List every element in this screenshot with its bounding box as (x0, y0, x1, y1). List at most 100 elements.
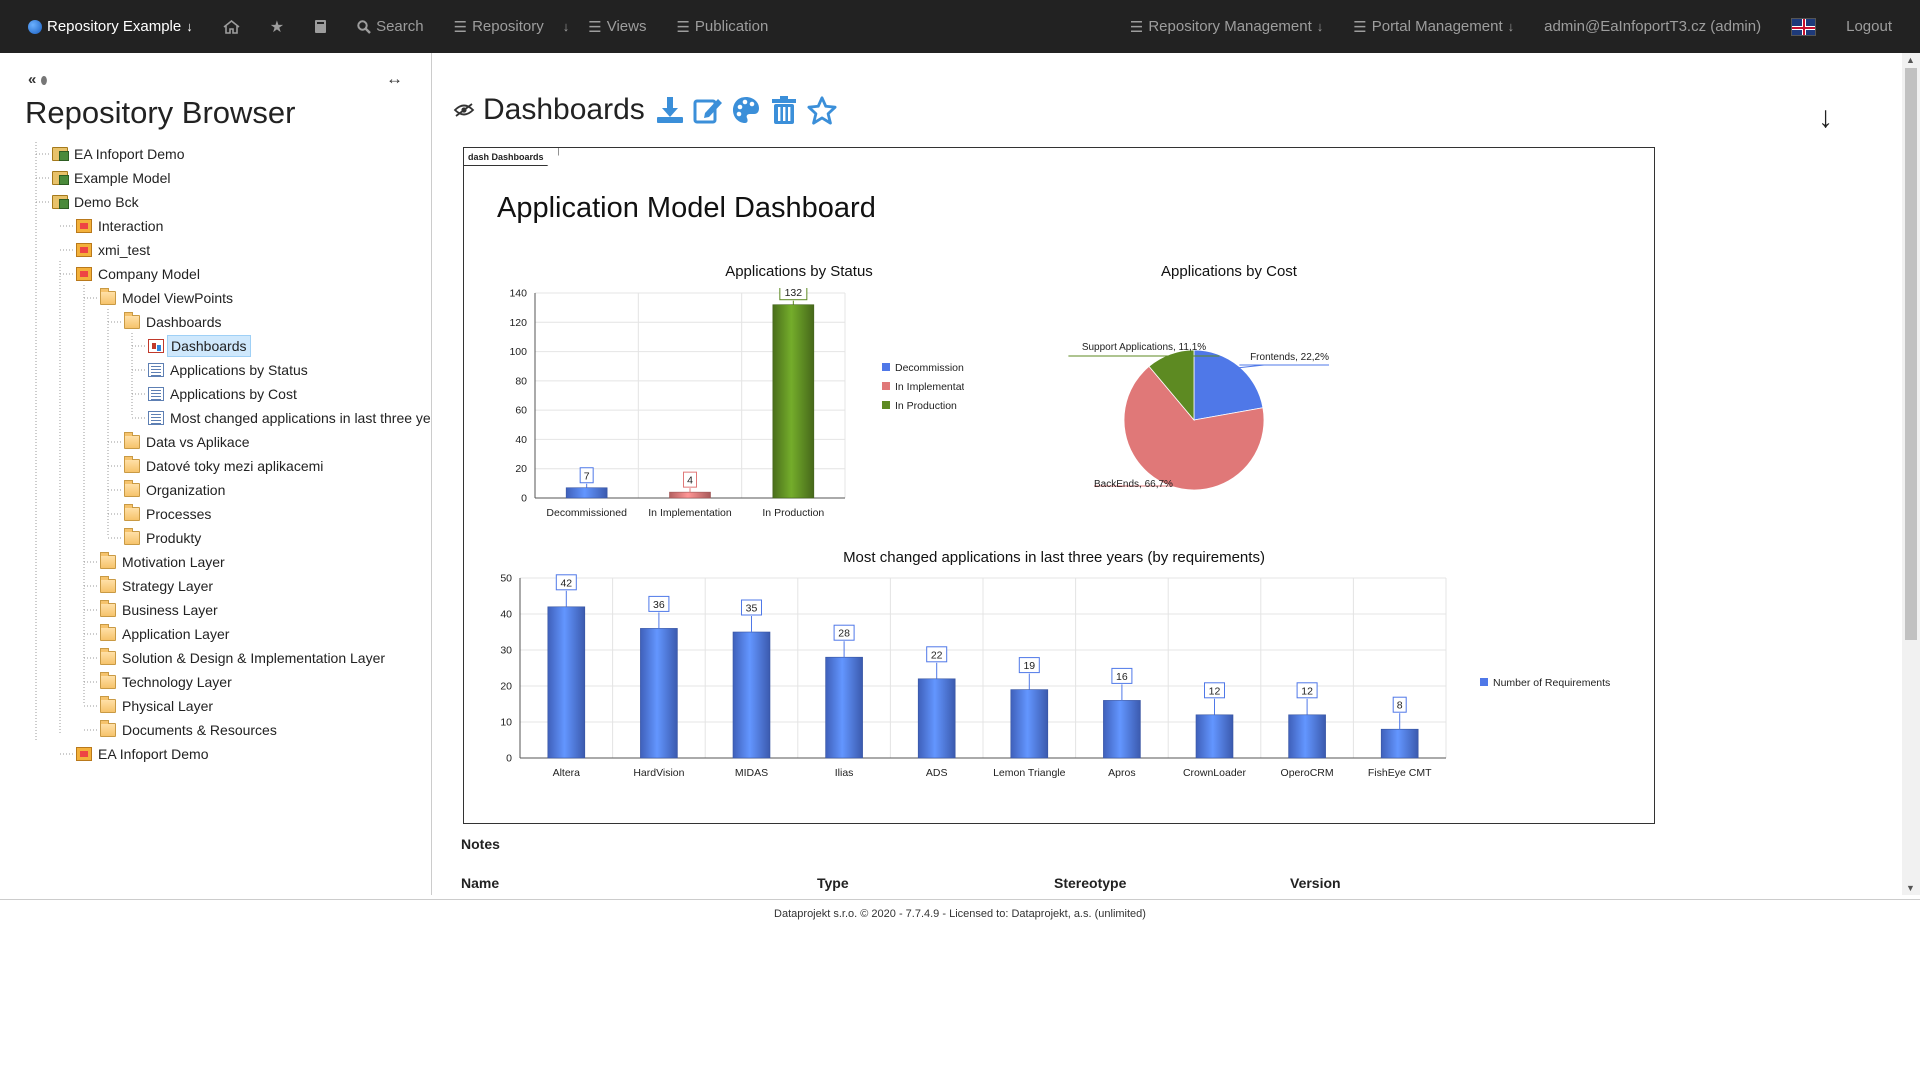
scroll-down-arrow-icon[interactable]: ↓ (1818, 101, 1833, 134)
pin-icon[interactable]: ⬮ (40, 75, 48, 87)
repository-management-menu[interactable]: ☰ Repository Management ↓ (1115, 0, 1338, 53)
favorite-button[interactable] (807, 95, 837, 125)
tree-item[interactable]: Demo Bck (52, 190, 142, 214)
table-header-version[interactable]: Version (1290, 875, 1341, 891)
bar (547, 606, 586, 759)
tree-item[interactable]: Solution & Design & Implementation Layer (100, 646, 388, 670)
chart-title-cost: Applications by Cost (1161, 263, 1297, 280)
tree-item[interactable]: Interaction (76, 214, 166, 238)
favorites-button[interactable]: ★ (255, 0, 299, 53)
bar (669, 491, 711, 499)
sidebar-title: Repository Browser (25, 95, 296, 130)
tree-item[interactable]: Documents & Resources (100, 718, 280, 742)
portal-management-menu[interactable]: ☰ Portal Management ↓ (1338, 0, 1529, 53)
diagram-icon (148, 411, 164, 425)
tree-item-label: Most changed applications in last three … (170, 410, 432, 426)
tree-item[interactable]: EA Infoport Demo (76, 742, 212, 766)
pie-label: BackEnds, 66,7% (1094, 479, 1173, 490)
pie-slice (1148, 349, 1195, 422)
y-tick-label: 20 (500, 681, 512, 693)
resize-sidebar-icon[interactable]: ↔ (386, 69, 403, 88)
repository-switcher-label: Repository Example (47, 18, 182, 35)
data-label-box (648, 595, 670, 612)
download-button[interactable] (655, 95, 685, 125)
y-tick-label: 40 (515, 434, 527, 446)
logout-button[interactable]: Logout (1831, 0, 1920, 53)
tree-item[interactable]: Data vs Aplikace (124, 430, 253, 454)
package-root-icon (52, 147, 69, 161)
y-tick-label: 100 (509, 346, 527, 358)
home-button[interactable] (208, 0, 255, 53)
star-outline-icon (807, 96, 837, 125)
repository-switcher[interactable]: Repository Example ↓ (0, 0, 208, 53)
bar (772, 304, 815, 499)
x-tick-label: MIDAS (735, 767, 768, 779)
legend-label: In Implementation (895, 381, 964, 393)
repository-menu[interactable]: ☰ Repository (439, 0, 559, 53)
tree-item[interactable]: Application Layer (100, 622, 232, 646)
tree-item[interactable]: Business Layer (100, 598, 221, 622)
folder-icon (124, 480, 140, 497)
x-tick-label: Decommissioned (546, 507, 627, 519)
publication-menu[interactable]: ☰ Publication (661, 0, 783, 53)
tree-item[interactable]: Processes (124, 502, 214, 526)
collapse-sidebar-icon[interactable]: « (28, 71, 37, 88)
delete-button[interactable] (769, 95, 799, 125)
tree-item[interactable]: Company Model (76, 262, 203, 286)
data-label: 16 (1116, 671, 1128, 683)
tree-item[interactable]: Organization (124, 478, 228, 502)
y-tick-label: 10 (500, 717, 512, 729)
style-button[interactable] (731, 95, 761, 125)
scroll-down-icon[interactable]: ▼ (1906, 883, 1915, 893)
tree-item[interactable]: Model ViewPoints (100, 286, 236, 310)
tree-item[interactable]: Dashboards (124, 310, 225, 334)
x-tick-label: Ilias (835, 767, 854, 779)
data-label: 12 (1301, 685, 1313, 697)
data-label: 4 (687, 475, 693, 487)
frame-tab: dash Dashboards (464, 148, 559, 166)
hidden-eye-icon[interactable] (453, 103, 475, 117)
tree-item[interactable]: Produkty (124, 526, 204, 550)
tree-item[interactable]: Motivation Layer (100, 550, 228, 574)
tree-item[interactable]: Applications by Status (148, 358, 311, 382)
folder-icon (100, 600, 116, 617)
tree-item[interactable]: Applications by Cost (148, 382, 300, 406)
tree-item[interactable]: xmi_test (76, 238, 153, 262)
x-tick-label: CrownLoader (1183, 767, 1247, 779)
x-tick-label: HardVision (633, 767, 684, 779)
tree-item[interactable]: Technology Layer (100, 670, 235, 694)
x-tick-label: In Production (762, 507, 824, 519)
user-menu[interactable]: admin@EaInfoportT3.cz (admin) (1529, 0, 1776, 53)
scrollbar-thumb[interactable] (1905, 68, 1917, 640)
palette-icon (732, 97, 759, 123)
search-nav[interactable]: Search (342, 0, 439, 53)
pie-leader-line (1237, 364, 1329, 369)
folder-icon (124, 432, 140, 449)
views-menu[interactable]: ☰ Views (573, 0, 661, 53)
repository-dropdown-toggle[interactable]: ↓ (559, 0, 574, 53)
scroll-up-icon[interactable]: ▲ (1906, 55, 1915, 65)
tree-item[interactable]: Example Model (52, 166, 174, 190)
y-tick-label: 80 (515, 375, 527, 387)
bar (732, 631, 771, 759)
tree-item[interactable]: EA Infoport Demo (52, 142, 188, 166)
edit-button[interactable] (693, 95, 723, 125)
table-header-name[interactable]: Name (461, 875, 500, 891)
language-switcher[interactable] (1776, 0, 1831, 53)
bar (917, 678, 956, 759)
tree-item[interactable]: Most changed applications in last three … (148, 406, 432, 430)
table-header-stereotype[interactable]: Stereotype (1054, 875, 1127, 891)
tree-item[interactable]: Strategy Layer (100, 574, 216, 598)
tree-item[interactable]: Physical Layer (100, 694, 216, 718)
chart-status: 0 20 40 60 80 100 120 140 7 Decommissioned 4 In Imp… (509, 288, 964, 519)
folder-icon (100, 672, 116, 689)
tree-item-label: Interaction (98, 218, 164, 234)
y-tick-label: 140 (509, 288, 527, 300)
table-header-type[interactable]: Type (817, 875, 849, 891)
tree-item[interactable]: Dashboards (148, 334, 251, 358)
publication-menu-label: Publication (694, 18, 769, 35)
tree-item[interactable]: Datové toky mezi aplikacemi (124, 454, 326, 478)
list-icon: ☰ (676, 18, 690, 36)
book-button[interactable] (299, 0, 342, 53)
page-scrollbar[interactable]: ▲ ▼ (1902, 53, 1920, 895)
